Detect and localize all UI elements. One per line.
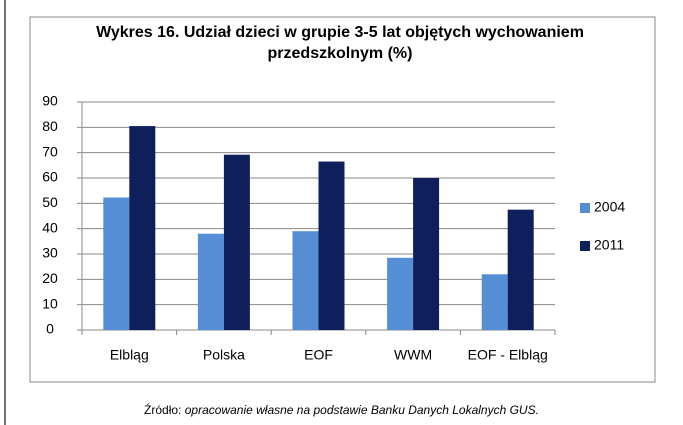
legend-swatch — [580, 203, 590, 213]
x-tick-label: Elbląg — [110, 347, 149, 363]
x-tick-label: WWM — [394, 347, 432, 363]
x-tick-label: EOF — [304, 347, 333, 363]
y-tick-label: 10 — [42, 295, 58, 311]
x-tick-label: EOF - Elbląg — [468, 347, 548, 363]
bar — [507, 209, 534, 330]
chart-title: Wykres 16. Udział dzieci w grupie 3-5 la… — [96, 24, 584, 62]
legend-label: 2011 — [594, 237, 624, 253]
y-tick-label: 90 — [42, 93, 58, 109]
bar — [129, 126, 156, 330]
bar — [292, 231, 319, 330]
bar — [223, 154, 250, 330]
bar — [318, 161, 345, 330]
y-tick-label: 70 — [42, 143, 58, 159]
x-tick-label: Polska — [203, 347, 245, 363]
y-tick-label: 30 — [42, 245, 58, 261]
bar — [413, 178, 440, 330]
y-tick-label: 20 — [42, 270, 58, 286]
bar — [481, 274, 508, 330]
bar — [197, 233, 224, 330]
y-tick-label: 60 — [42, 169, 58, 185]
source-label: Źródło: — [144, 403, 182, 417]
y-tick-label: 40 — [42, 219, 58, 235]
y-tick-label: 80 — [42, 118, 58, 134]
source-text: opracowanie własne na podstawie Banku Da… — [184, 403, 539, 417]
bar — [103, 197, 130, 330]
legend-label: 2004 — [594, 199, 625, 215]
chart-frame — [29, 16, 656, 383]
source-note: Źródło: opracowanie własne na podstawie … — [0, 403, 683, 417]
y-tick-label: 0 — [46, 321, 54, 337]
y-tick-label: 50 — [42, 194, 58, 210]
bar — [387, 257, 414, 330]
legend-swatch — [580, 241, 590, 251]
